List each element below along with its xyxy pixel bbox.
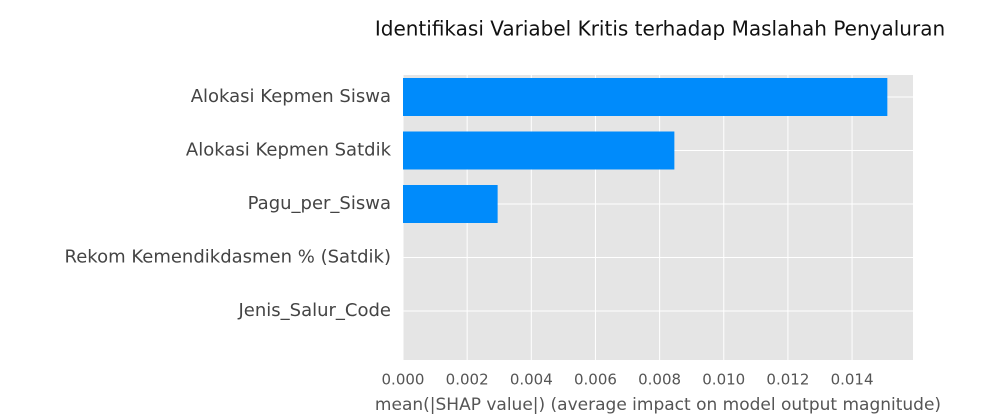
bar [403,185,498,223]
y-tick-label: Jenis_Salur_Code [237,300,391,321]
x-tick-label: 0.002 [446,371,489,389]
x-tick-label: 0.004 [510,371,553,389]
x-axis-label: mean(|SHAP value|) (average impact on mo… [375,395,941,415]
bar [403,78,888,116]
x-tick-label: 0.014 [831,371,874,389]
x-tick-label: 0.012 [766,371,809,389]
bar [403,131,675,170]
y-tick-label: Alokasi Kepmen Siswa [191,86,391,107]
x-tick-label: 0.006 [574,371,617,389]
y-tick-label: Rekom Kemendikdasmen % (Satdik) [65,247,391,268]
x-tick-label: 0.000 [382,371,425,389]
y-tick-label: Pagu_per_Siswa [248,193,391,214]
y-tick-label: Alokasi Kepmen Satdik [186,140,392,161]
x-tick-label: 0.008 [638,371,681,389]
chart-title: Identifikasi Variabel Kritis terhadap Ma… [375,17,945,41]
x-tick-label: 0.010 [702,371,745,389]
